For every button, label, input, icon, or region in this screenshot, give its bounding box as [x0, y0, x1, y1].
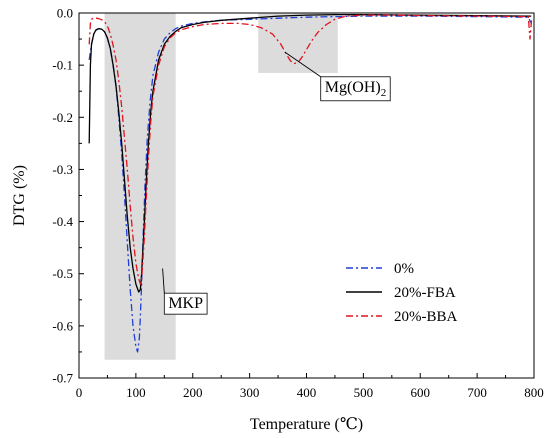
annotation-box [163, 292, 208, 315]
y-tick-label: -0.7 [52, 371, 73, 386]
x-tick-label: 400 [297, 385, 317, 400]
annotation-label: MKP [168, 295, 203, 312]
series-line-20-bba [88, 14, 533, 285]
x-tick-label: 200 [183, 385, 203, 400]
legend-label: 20%-BBA [394, 309, 458, 325]
y-tick-label: -0.1 [52, 58, 73, 73]
x-tick-label: 600 [411, 385, 431, 400]
x-tick-label: 700 [467, 385, 487, 400]
x-tick-label: 100 [126, 385, 146, 400]
x-tick-label: 800 [524, 385, 544, 400]
x-axis-title: Temperature (℃) [250, 416, 363, 433]
series-layer [88, 13, 533, 353]
tick-layer: 0 100 200 300 400 500 600 700 800 0.0 -0.1 -0.2 -0.3… [52, 6, 543, 401]
annotation-label: Mg(OH)2 [325, 79, 387, 99]
x-tick-label: 0 [76, 385, 83, 400]
annotation-subscript: 2 [381, 87, 387, 99]
shaded-region-0 [104, 13, 176, 360]
annotation-box [320, 76, 391, 102]
y-tick-label: -0.4 [52, 214, 73, 229]
annotation-shading-layer [104, 13, 338, 360]
legend-label: 20%-FBA [394, 285, 456, 301]
y-tick-label: -0.3 [52, 162, 73, 177]
annotation-layer: MKP Mg(OH)2 [162, 51, 391, 315]
annotation-leader-line [284, 51, 321, 78]
annotation-leader-line [162, 268, 165, 294]
y-axis-title: DTG (%) [11, 165, 28, 226]
y-tick-label: -0.5 [52, 266, 73, 281]
y-tick-label: -0.6 [52, 318, 73, 333]
legend: 0% 20%-FBA 20%-BBA [346, 261, 458, 325]
y-tick-label: 0.0 [57, 6, 73, 21]
x-tick-label: 300 [240, 385, 260, 400]
y-tick-label: -0.2 [52, 110, 73, 125]
legend-label: 0% [394, 261, 414, 277]
shaded-region-1 [258, 13, 338, 73]
x-tick-label: 500 [354, 385, 374, 400]
